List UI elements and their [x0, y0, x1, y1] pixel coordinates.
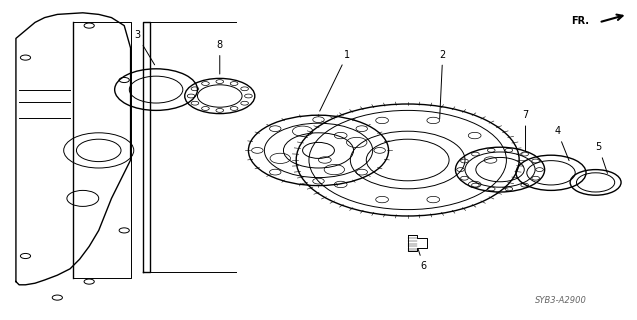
Text: FR.: FR.: [571, 16, 589, 26]
Text: 4: 4: [554, 126, 569, 161]
Text: 7: 7: [522, 110, 529, 151]
Text: 2: 2: [440, 50, 446, 119]
Text: 8: 8: [217, 40, 223, 74]
Text: 1: 1: [320, 50, 350, 111]
Text: SYB3-A2900: SYB3-A2900: [534, 296, 587, 305]
Text: 5: 5: [596, 142, 608, 173]
Text: 3: 3: [134, 30, 155, 65]
Text: 6: 6: [418, 249, 427, 271]
